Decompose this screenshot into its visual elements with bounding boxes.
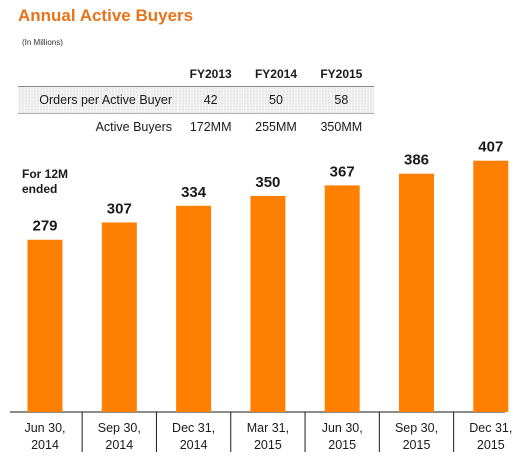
bar-value-label: 407	[478, 139, 503, 156]
table-header-row: FY2013 FY2014 FY2015	[18, 62, 374, 87]
x-tick-label: Dec 31, 2014	[172, 421, 215, 452]
x-tick-label: Dec 31, 2015	[469, 421, 512, 452]
bar-value-label: 279	[32, 218, 57, 235]
bar	[101, 222, 137, 412]
bar	[473, 160, 509, 412]
table-cell: 42	[178, 86, 244, 114]
metrics-table: FY2013 FY2014 FY2015 Orders per Active B…	[18, 62, 374, 140]
column-header: FY2014	[243, 62, 309, 87]
column-header: FY2013	[178, 62, 244, 87]
chart-title: Annual Active Buyers	[18, 6, 194, 25]
x-tick-label: Sep 30, 2014	[98, 421, 141, 452]
table-row-active-buyers: Active Buyers 172MM 255MM 350MM	[18, 114, 374, 141]
bar	[399, 173, 434, 412]
table-cell: 50	[243, 86, 309, 114]
bar	[324, 185, 360, 412]
table-cell: 172MM	[189, 120, 232, 134]
x-tick-label: Mar 31, 2015	[247, 421, 289, 452]
chart-period-note: For 12M ended	[22, 167, 69, 196]
bar	[250, 195, 286, 412]
bar-value-label: 367	[330, 163, 355, 180]
units-note: (In Millions)	[22, 38, 63, 47]
x-tick-label: Sep 30, 2015	[395, 421, 438, 452]
table-cell: 255MM	[255, 120, 297, 134]
column-header: FY2015	[308, 62, 374, 87]
bar-value-label: 350	[255, 174, 280, 191]
bar-value-label: 386	[404, 152, 429, 169]
bar	[176, 205, 212, 412]
x-tick-label: Jun 30, 2015	[322, 421, 363, 452]
row-label: Active Buyers	[95, 120, 172, 134]
bar	[27, 239, 63, 412]
table-cell: 58	[308, 86, 374, 114]
row-label: Orders per Active Buyer	[18, 86, 178, 114]
table-corner-cell	[18, 62, 178, 87]
table-cell: 350MM	[320, 120, 363, 134]
x-tick-label: Jun 30, 2014	[24, 421, 65, 452]
bar-value-label: 307	[107, 200, 132, 217]
table-row-orders-per-buyer: Orders per Active Buyer 42 50 58	[18, 86, 374, 114]
bar-value-label: 334	[181, 184, 207, 201]
